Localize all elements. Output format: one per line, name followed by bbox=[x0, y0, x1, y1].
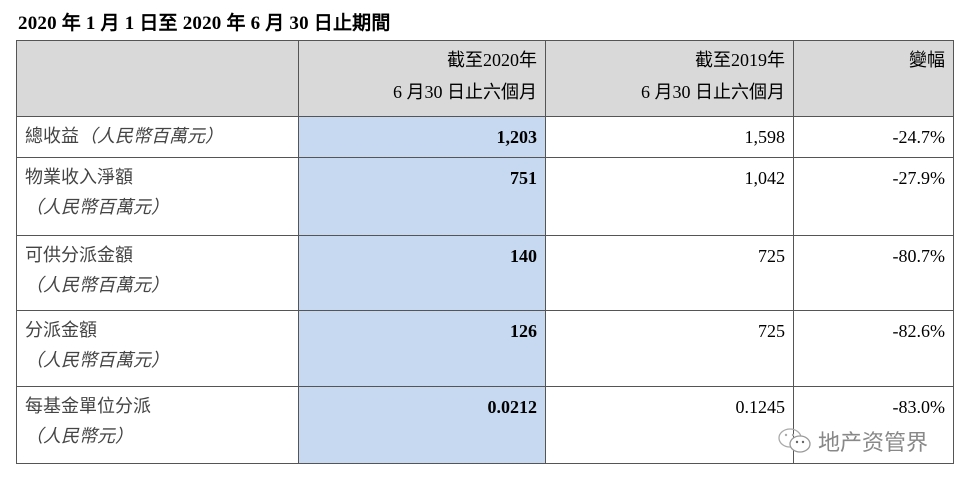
value-2020: 140 bbox=[298, 235, 546, 311]
header-2019: 截至2019年 6 月30 日止六個月 bbox=[545, 40, 794, 117]
table-row: 物業收入淨額 （人民幣百萬元） 751 1,042 -27.9% bbox=[16, 157, 954, 236]
label-text: 可供分派金額 bbox=[25, 245, 133, 265]
value-change: -83.0% bbox=[793, 386, 954, 464]
value-change: -24.7% bbox=[793, 116, 954, 158]
table-row: 可供分派金額 （人民幣百萬元） 140 725 -80.7% bbox=[16, 235, 954, 311]
row-label: 總收益（人民幣百萬元） bbox=[16, 116, 299, 158]
value-change: -27.9% bbox=[793, 157, 954, 236]
header-line: 6 月30 日止六個月 bbox=[393, 82, 537, 102]
watermark: 地产资管界 bbox=[778, 425, 928, 457]
value-2020: 1,203 bbox=[298, 116, 546, 158]
header-change: 變幅 bbox=[793, 40, 954, 117]
row-label: 可供分派金額 （人民幣百萬元） bbox=[16, 235, 299, 311]
unit-text: （人民幣百萬元） bbox=[25, 350, 169, 370]
unit-text: （人民幣百萬元） bbox=[25, 275, 169, 295]
page-title: 2020 年 1 月 1 日至 2020 年 6 月 30 日止期間 bbox=[18, 13, 391, 34]
header-line: 截至2020年 bbox=[447, 50, 537, 70]
header-line: 變幅 bbox=[909, 50, 945, 70]
table-row: 每基金單位分派 （人民幣元） 0.0212 0.1245 -83.0% bbox=[16, 386, 954, 464]
label-text: 物業收入淨額 bbox=[25, 167, 133, 187]
wechat-icon bbox=[778, 428, 811, 453]
header-line: 截至2019年 bbox=[695, 50, 785, 70]
header-line: 6 月30 日止六個月 bbox=[641, 82, 785, 102]
row-label: 物業收入淨額 （人民幣百萬元） bbox=[16, 157, 299, 236]
value-2019: 725 bbox=[545, 235, 794, 311]
watermark-text: 地产资管界 bbox=[818, 431, 929, 456]
value-2019: 0.1245 bbox=[545, 386, 794, 464]
label-text: 每基金單位分派 bbox=[25, 396, 151, 416]
value-2019: 725 bbox=[545, 310, 794, 387]
header-label bbox=[16, 40, 299, 117]
header-row: 截至2020年 6 月30 日止六個月 截至2019年 6 月30 日止六個月 變幅 bbox=[16, 40, 954, 117]
value-2020: 126 bbox=[298, 310, 546, 387]
label-text: 分派金額 bbox=[25, 320, 97, 340]
header-2020: 截至2020年 6 月30 日止六個月 bbox=[298, 40, 546, 117]
value-2019: 1,042 bbox=[545, 157, 794, 236]
unit-text: （人民幣百萬元） bbox=[25, 197, 169, 217]
value-change: -82.6% bbox=[793, 310, 954, 387]
row-label: 每基金單位分派 （人民幣元） bbox=[16, 386, 299, 464]
unit-text: （人民幣元） bbox=[25, 426, 133, 446]
value-2020: 751 bbox=[298, 157, 546, 236]
value-2020: 0.0212 bbox=[298, 386, 546, 464]
unit-text: （人民幣百萬元） bbox=[79, 126, 223, 146]
table-row: 分派金額 （人民幣百萬元） 126 725 -82.6% bbox=[16, 310, 954, 387]
row-label: 分派金額 （人民幣百萬元） bbox=[16, 310, 299, 387]
label-text: 總收益 bbox=[25, 126, 79, 146]
financial-summary-table: 截至2020年 6 月30 日止六個月 截至2019年 6 月30 日止六個月 變幅… bbox=[16, 40, 954, 464]
value-2019: 1,598 bbox=[545, 116, 794, 158]
table-row: 總收益（人民幣百萬元） 1,203 1,598 -24.7% bbox=[16, 116, 954, 158]
value-change: -80.7% bbox=[793, 235, 954, 311]
